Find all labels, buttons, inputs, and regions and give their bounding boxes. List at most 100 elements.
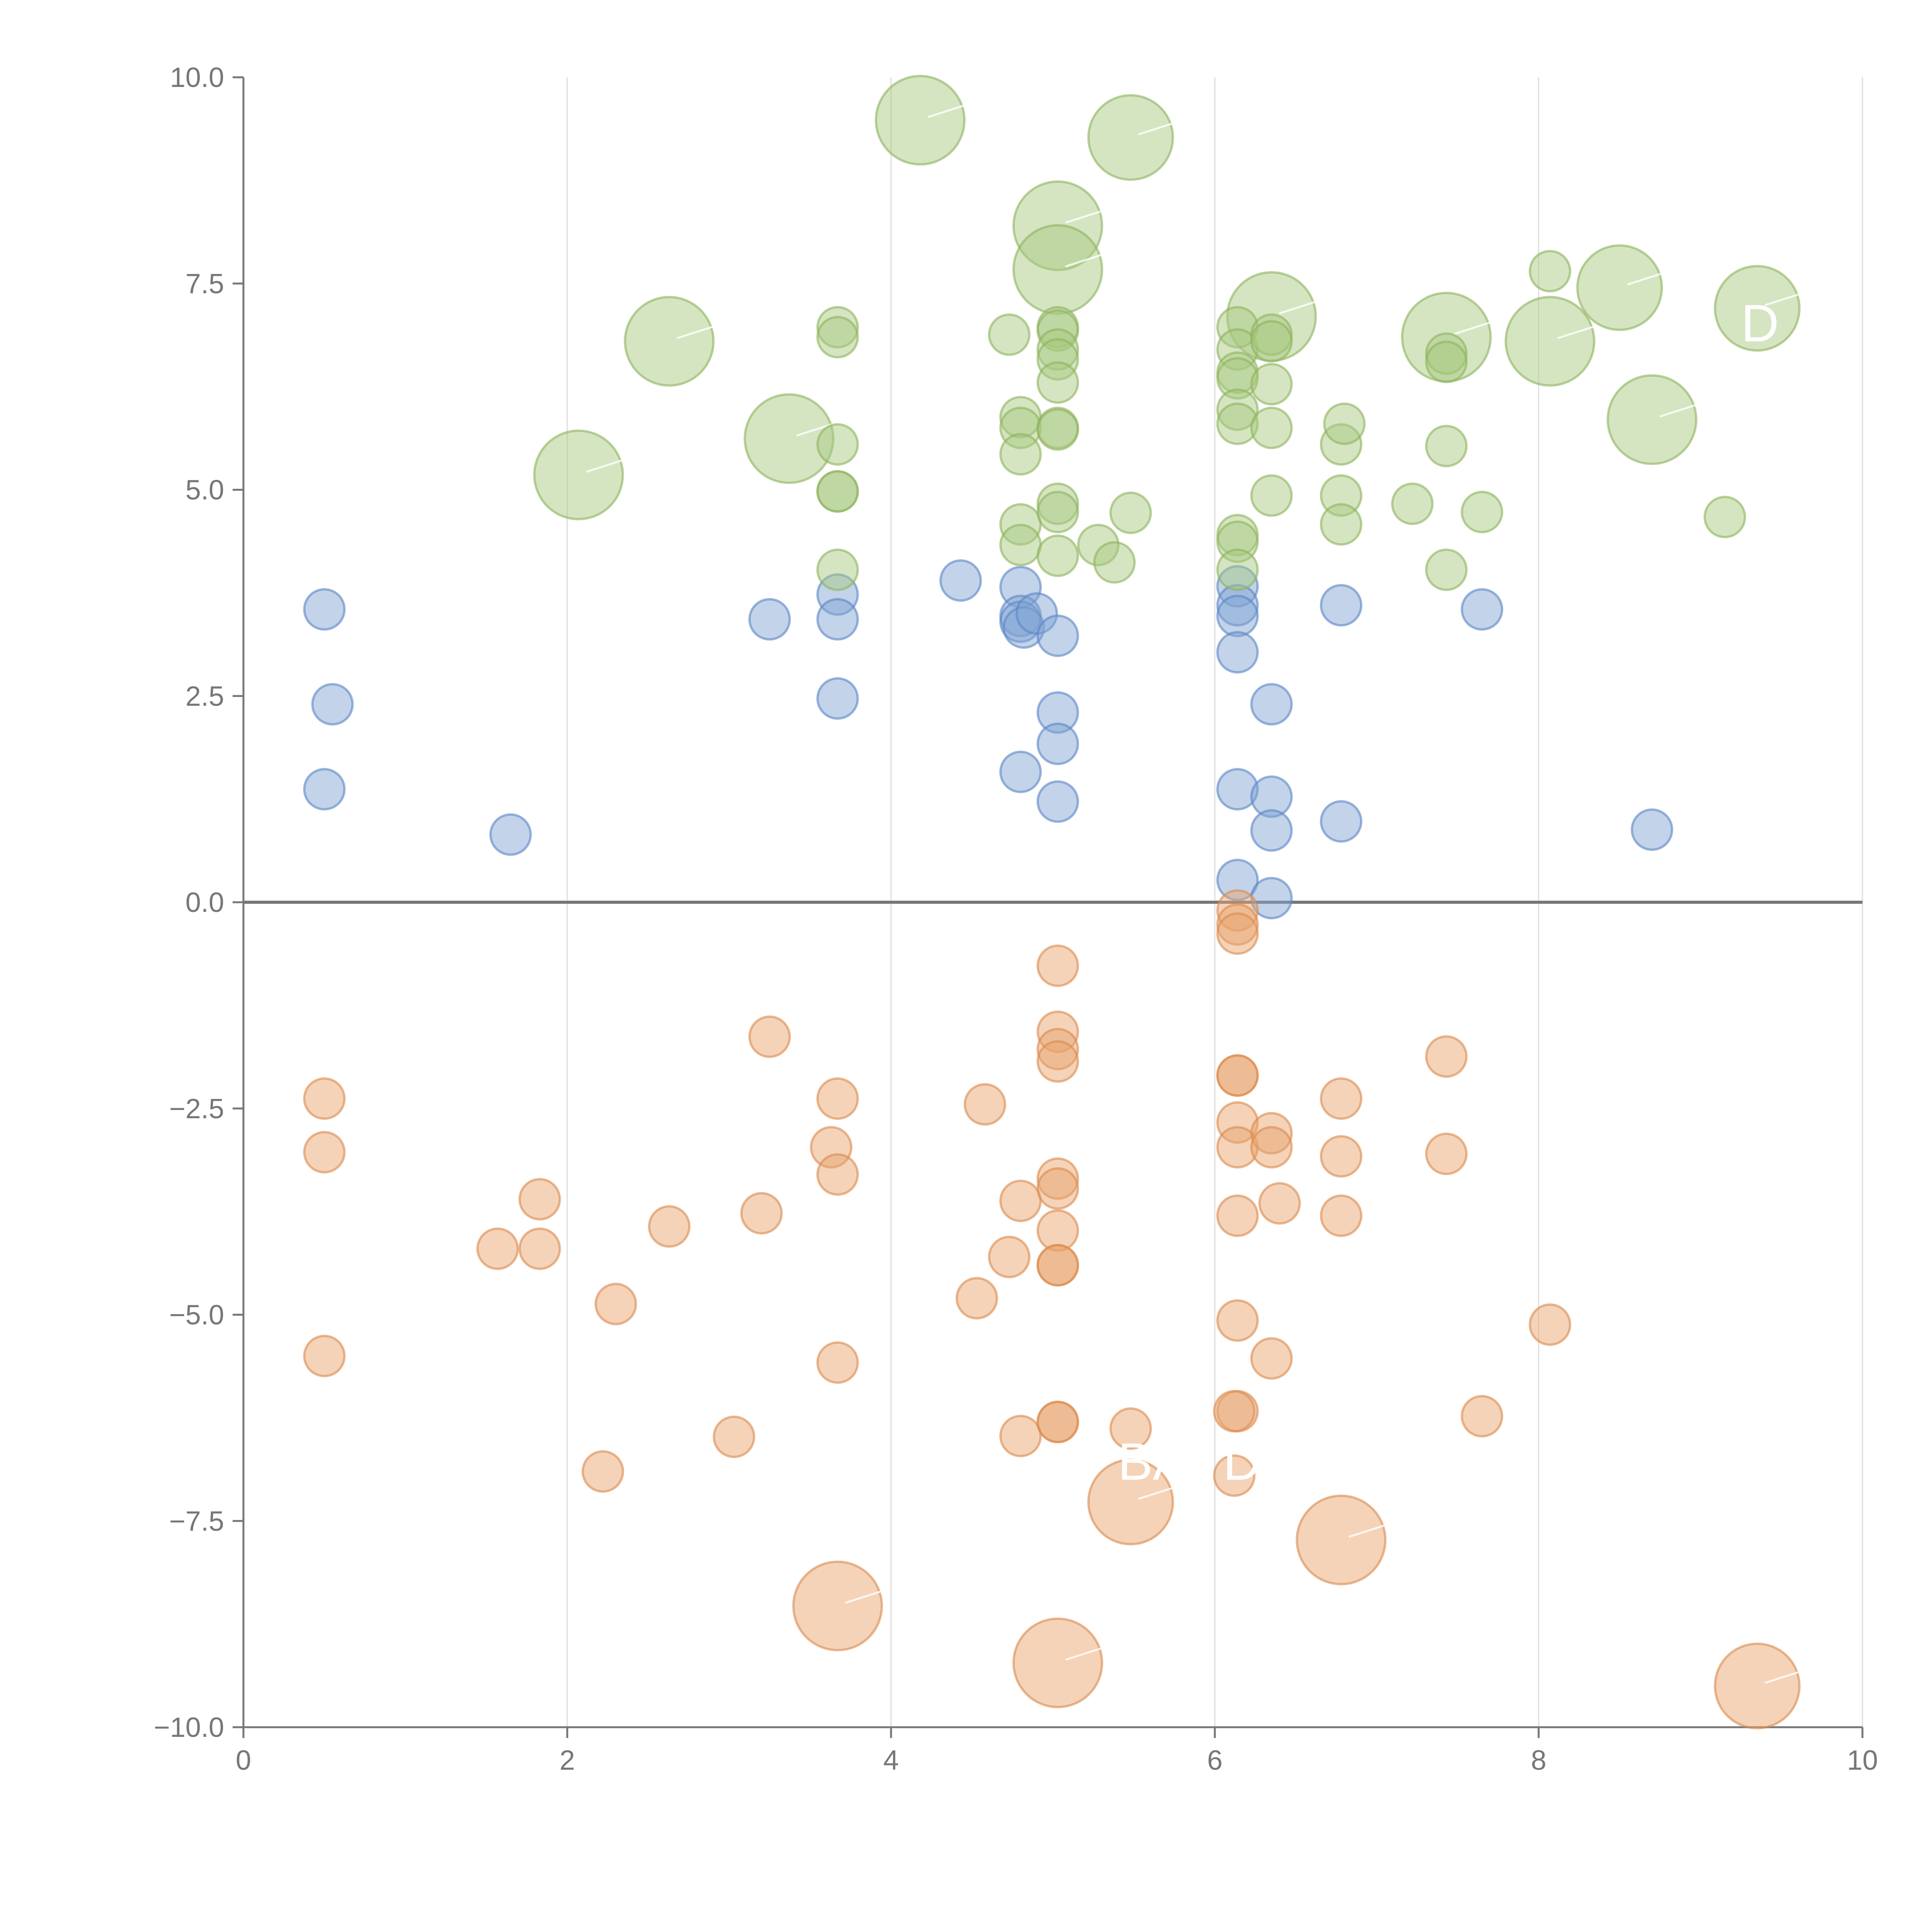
data-point-green [816, 316, 859, 359]
data-point-orange [1087, 1458, 1174, 1546]
data-point-blue [1216, 768, 1259, 811]
y-tick-label: −10.0 [154, 1712, 224, 1743]
axes-layer: 0 2 4 6 8 10 10.0 7.5 5.0 2.5 0.0 −2.5 −5.0 −7.5 −10.0 [154, 62, 1878, 1776]
data-point-green [1576, 244, 1663, 331]
data-point-green [1216, 388, 1259, 431]
data-point-orange [1529, 1303, 1571, 1346]
data-point-orange [1250, 1112, 1293, 1155]
data-point-blue [999, 750, 1042, 793]
x-tick-label: 10 [1847, 1745, 1878, 1776]
data-point-orange [1461, 1395, 1503, 1438]
data-point-green [1036, 408, 1079, 451]
data-point-green [1036, 534, 1079, 577]
data-point-green [1250, 474, 1293, 517]
data-point-green [1216, 548, 1259, 591]
data-point-blue [748, 598, 791, 641]
data-point-orange [1250, 1126, 1293, 1169]
data-point-orange [816, 1153, 859, 1196]
data-point-orange [964, 1083, 1007, 1126]
x-tick-label: 8 [1531, 1745, 1546, 1776]
data-point-green [1087, 94, 1174, 181]
bubble-leader [927, 104, 967, 118]
data-point-orange [816, 1077, 859, 1120]
data-point-green [1425, 425, 1468, 468]
data-point-orange [1213, 1454, 1256, 1497]
y-tick-label: −5.0 [169, 1300, 224, 1331]
data-point-orange [713, 1415, 755, 1458]
y-tick-label: 10.0 [170, 62, 224, 93]
data-point-blue [939, 559, 982, 602]
data-point-blue [303, 588, 346, 631]
data-point-orange [1216, 903, 1259, 946]
data-point-orange [476, 1227, 519, 1270]
data-point-orange [999, 1179, 1042, 1222]
data-point-blue [1320, 800, 1362, 843]
bubble-leader [1764, 1669, 1804, 1684]
data-point-green [1012, 224, 1103, 315]
data-point-green [1714, 265, 1801, 352]
data-point-green [533, 429, 624, 520]
data-point-orange [1036, 1244, 1079, 1287]
data-point-orange [518, 1178, 561, 1221]
data-point-green [999, 433, 1042, 476]
data-point-blue [303, 768, 346, 811]
data-point-green [1036, 361, 1079, 404]
data-point-orange [748, 1015, 791, 1058]
data-point-green [1093, 541, 1136, 584]
data-point-orange [1036, 1401, 1079, 1444]
data-point-orange [1036, 944, 1079, 987]
data-point-blue [816, 677, 859, 720]
data-point-green [1320, 474, 1362, 517]
data-point-orange [792, 1560, 883, 1651]
data-point-green [816, 470, 859, 513]
data-point-blue [1036, 723, 1079, 765]
y-tick-label: 5.0 [185, 475, 224, 506]
data-point-green [1504, 296, 1595, 387]
data-point-green [743, 393, 835, 484]
data-point-green [1461, 491, 1503, 534]
data-point-blue [816, 573, 859, 616]
bubble-leader [845, 1589, 884, 1604]
bubble-leader [1279, 300, 1318, 315]
data-point-orange [1320, 1194, 1362, 1237]
data-point-orange [1216, 1101, 1259, 1144]
data-point-green [1425, 548, 1468, 591]
data-point-green [1216, 402, 1259, 445]
data-point-orange [582, 1450, 624, 1493]
data-point-orange [1425, 1035, 1468, 1078]
data-point-blue [1461, 588, 1503, 631]
data-point-orange [303, 1335, 346, 1378]
bubble-leader [1659, 403, 1699, 418]
bubble-leader [1138, 1485, 1177, 1500]
data-point-blue [1036, 614, 1079, 657]
y-tick-label: 0.0 [185, 887, 224, 918]
data-point-orange [1109, 1407, 1152, 1450]
bubble-leader [1065, 209, 1105, 224]
bubble-leader [586, 458, 626, 473]
data-point-green [875, 75, 966, 166]
data-point-blue [1250, 683, 1293, 726]
data-point-orange [1036, 1028, 1079, 1071]
data-point-orange [740, 1192, 783, 1235]
data-point-blue [1216, 631, 1259, 674]
x-tick-label: 6 [1207, 1745, 1223, 1776]
data-point-green [1606, 374, 1697, 465]
data-point-green [624, 296, 715, 387]
data-point-orange [1036, 1040, 1079, 1083]
data-point-green [1320, 503, 1362, 546]
bubble-leader [1764, 292, 1804, 306]
data-point-green [1425, 340, 1468, 383]
data-point-orange [1216, 912, 1259, 955]
points-layer [303, 75, 1804, 1730]
y-tick-label: −7.5 [169, 1506, 224, 1537]
data-point-orange [1216, 1299, 1259, 1342]
data-point-green [1036, 338, 1079, 381]
data-point-blue [1320, 584, 1362, 627]
data-point-green [816, 548, 859, 591]
y-tick-label: −2.5 [169, 1094, 224, 1124]
bubble-leader [677, 325, 716, 339]
data-point-orange [1296, 1494, 1387, 1585]
data-point-green [1250, 320, 1293, 363]
data-point-blue [1216, 859, 1259, 901]
